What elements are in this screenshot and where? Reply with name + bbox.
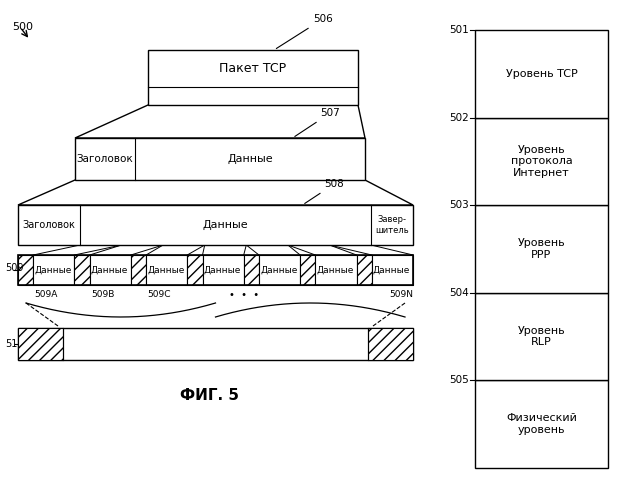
Polygon shape bbox=[18, 180, 413, 205]
Bar bbox=[475, 205, 608, 293]
Bar bbox=[243, 255, 259, 285]
Text: Данные: Данные bbox=[316, 266, 354, 274]
Bar bbox=[18, 328, 63, 360]
Text: Уровень
PPP: Уровень PPP bbox=[518, 238, 565, 260]
Bar bbox=[475, 30, 608, 118]
Text: Данные: Данные bbox=[91, 266, 128, 274]
Bar bbox=[259, 255, 300, 285]
Text: Физический
уровень: Физический уровень bbox=[506, 414, 577, 435]
Text: Заголовок: Заголовок bbox=[77, 154, 133, 164]
Bar bbox=[75, 138, 365, 180]
Bar bbox=[357, 255, 372, 285]
Bar bbox=[74, 255, 90, 285]
Bar bbox=[18, 255, 413, 285]
Bar bbox=[475, 118, 608, 205]
Text: Уровень TCP: Уровень TCP bbox=[506, 69, 577, 79]
Text: Уровень
RLP: Уровень RLP bbox=[518, 326, 565, 347]
Text: 503: 503 bbox=[449, 200, 469, 210]
Bar bbox=[18, 255, 33, 285]
Bar bbox=[90, 255, 131, 285]
Bar bbox=[18, 328, 413, 360]
Bar bbox=[475, 293, 608, 380]
Text: Данные: Данные bbox=[203, 220, 248, 230]
Text: 509A: 509A bbox=[35, 290, 58, 299]
Text: Пакет TCP: Пакет TCP bbox=[219, 62, 287, 75]
Text: ФИГ. 5: ФИГ. 5 bbox=[180, 388, 240, 402]
Text: 502: 502 bbox=[449, 112, 469, 122]
Text: Данные: Данные bbox=[203, 266, 241, 274]
Bar bbox=[131, 255, 146, 285]
Text: 505: 505 bbox=[449, 376, 469, 386]
Text: 510: 510 bbox=[5, 339, 23, 349]
Text: 506: 506 bbox=[276, 14, 332, 48]
Text: Данные: Данные bbox=[260, 266, 297, 274]
Text: 509: 509 bbox=[5, 263, 23, 273]
Bar bbox=[187, 255, 203, 285]
Text: Заголовок: Заголовок bbox=[23, 220, 75, 230]
Text: 509B: 509B bbox=[91, 290, 114, 299]
Text: Данные: Данные bbox=[147, 266, 185, 274]
Bar bbox=[33, 255, 74, 285]
Bar bbox=[315, 255, 357, 285]
Text: Завер-
шитель: Завер- шитель bbox=[375, 216, 409, 234]
Bar bbox=[18, 205, 413, 245]
Bar bbox=[146, 255, 187, 285]
Bar bbox=[148, 50, 358, 105]
Bar bbox=[368, 328, 413, 360]
Text: Данные: Данные bbox=[227, 154, 273, 164]
Text: 507: 507 bbox=[295, 108, 341, 136]
Bar bbox=[300, 255, 315, 285]
Text: 504: 504 bbox=[449, 288, 469, 298]
Bar bbox=[203, 255, 243, 285]
Text: •  •  •: • • • bbox=[229, 290, 259, 300]
Text: 501: 501 bbox=[449, 25, 469, 35]
Text: 508: 508 bbox=[305, 179, 344, 204]
Bar bbox=[475, 380, 608, 468]
Text: 509C: 509C bbox=[147, 290, 171, 299]
Text: 509N: 509N bbox=[389, 290, 413, 299]
Polygon shape bbox=[75, 105, 365, 138]
Text: Уровень
протокола
Интернет: Уровень протокола Интернет bbox=[510, 145, 572, 178]
Bar bbox=[372, 255, 413, 285]
Text: Данные: Данные bbox=[34, 266, 72, 274]
Text: 500: 500 bbox=[12, 22, 33, 32]
Text: Данные: Данные bbox=[373, 266, 410, 274]
